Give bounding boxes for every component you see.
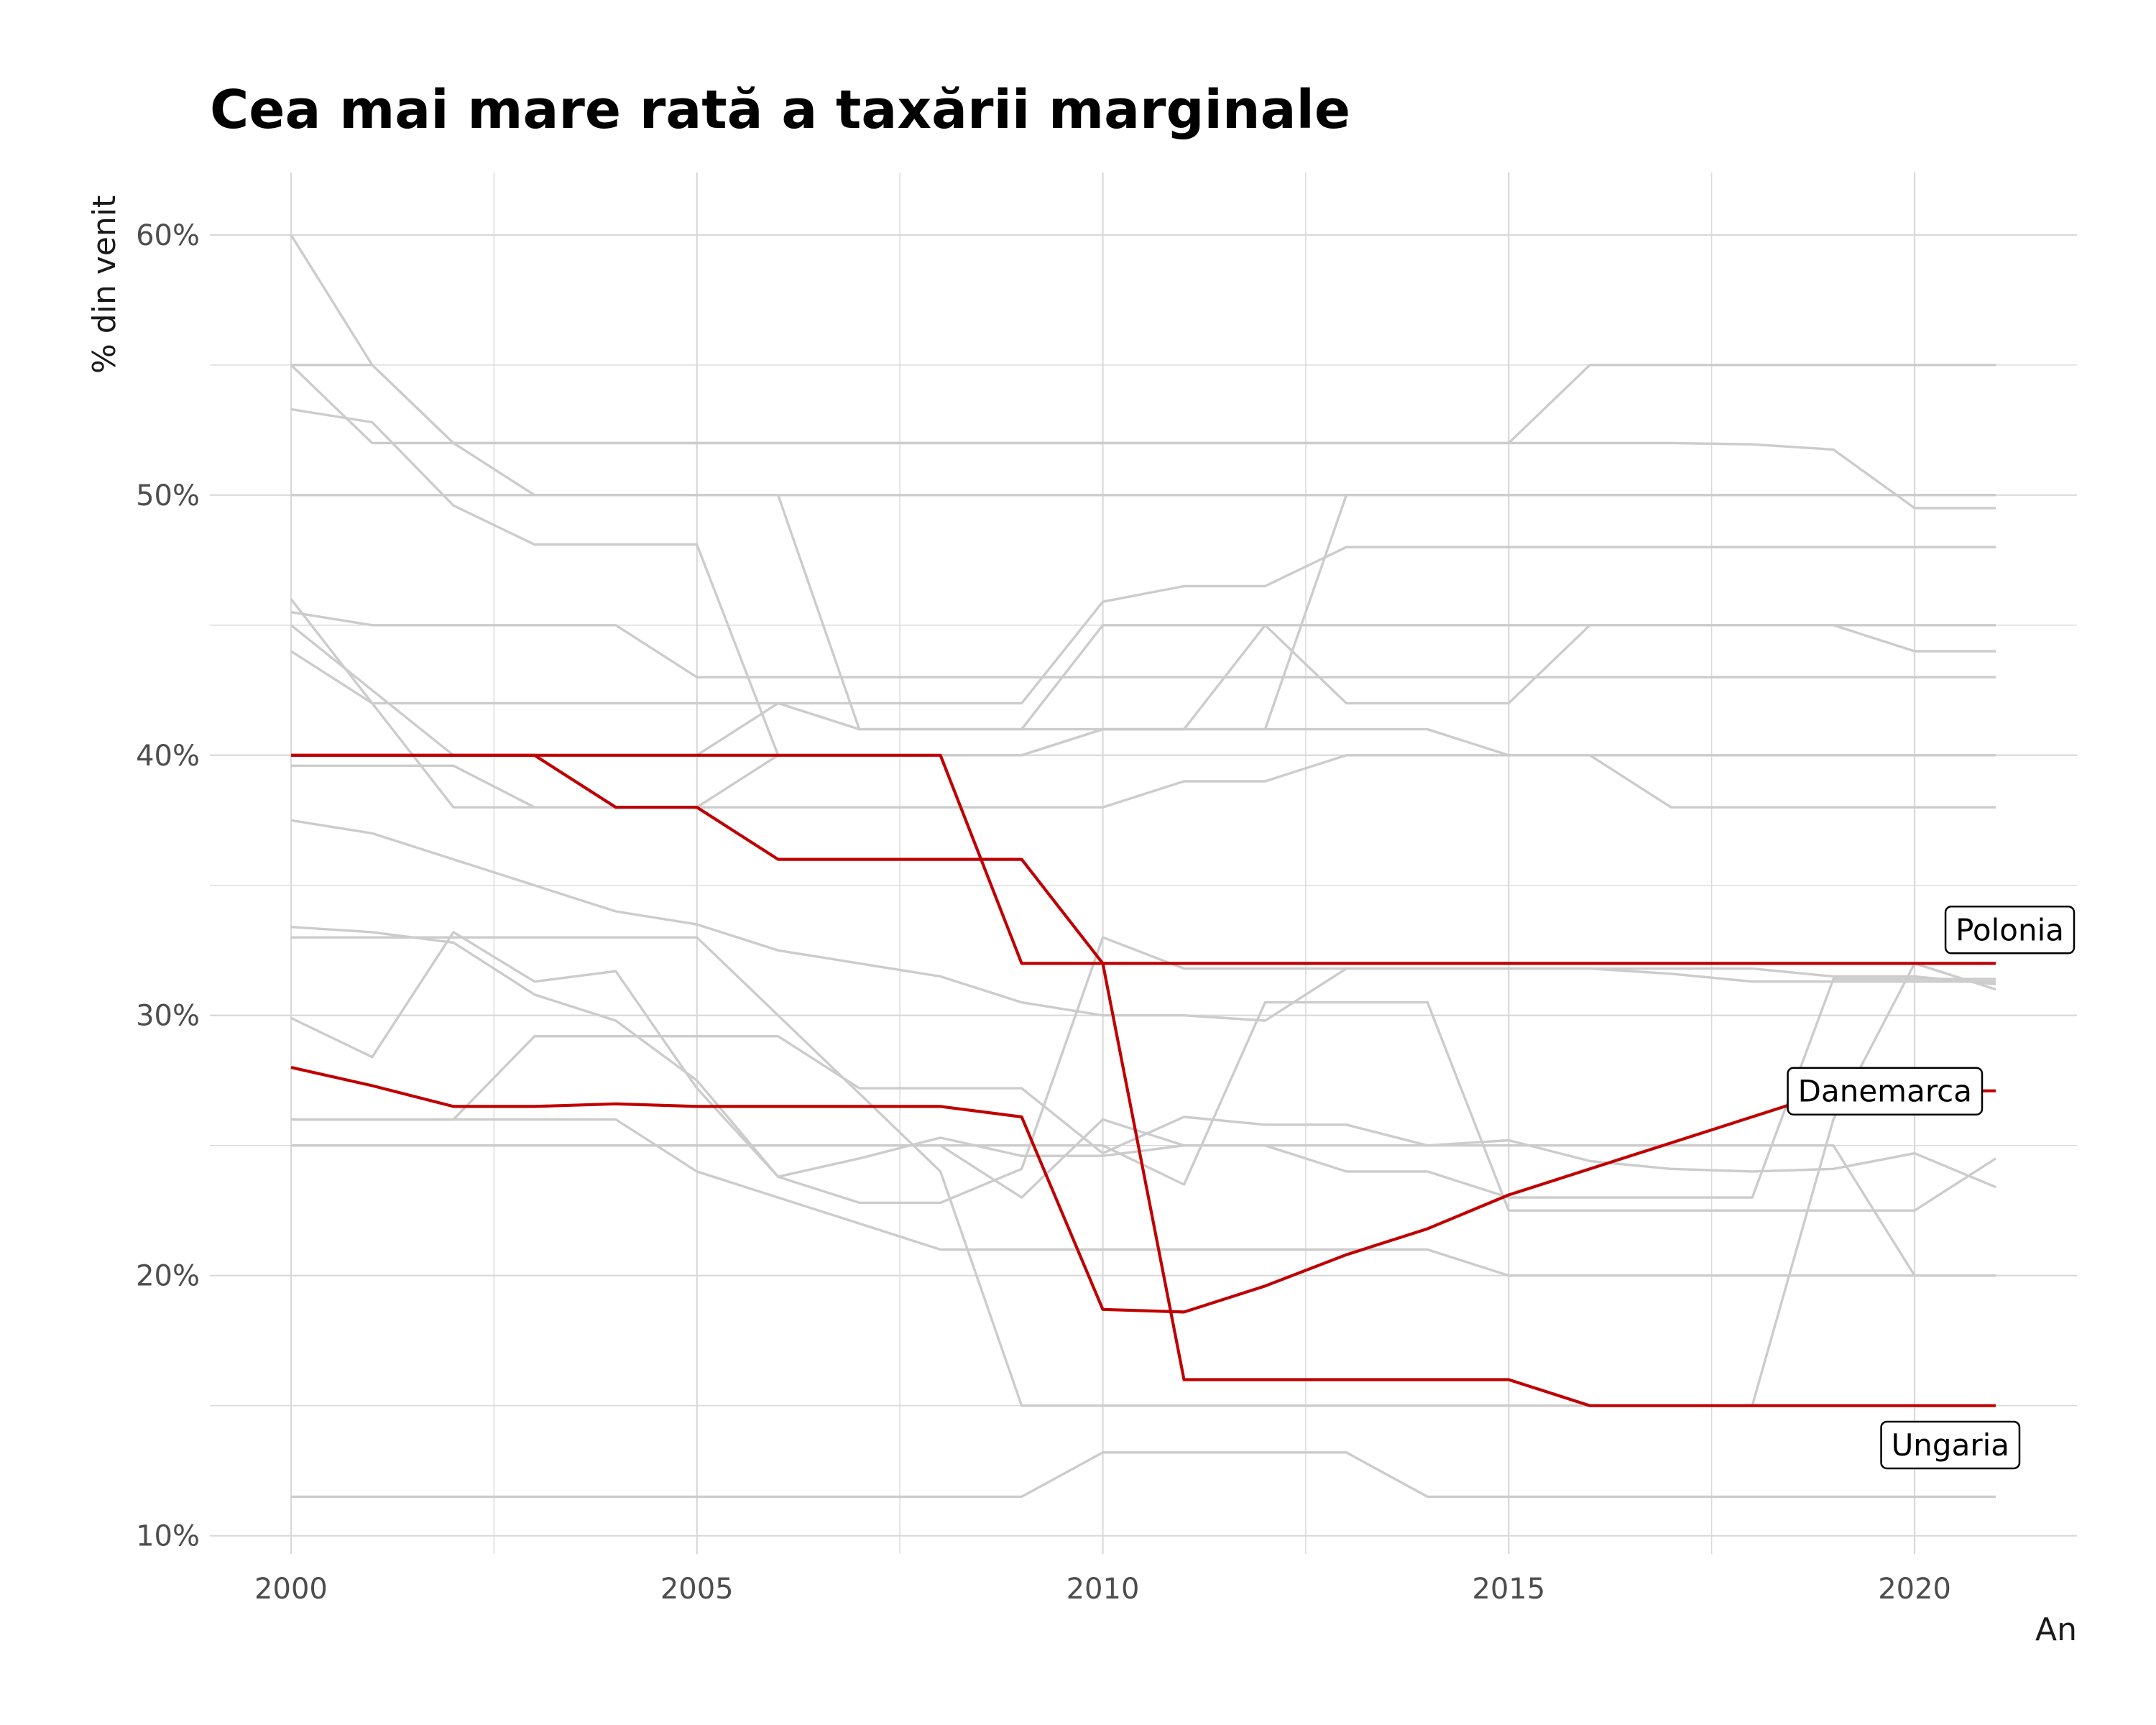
series-line-background-13 (290, 931, 1996, 1205)
x-tick-label: 2015 (1472, 1573, 1545, 1606)
series-line-background-2 (291, 364, 1996, 445)
x-tick-label: 2000 (254, 1573, 328, 1606)
series-label: Polonia (1955, 912, 2064, 947)
series-line-polonia (291, 753, 1996, 965)
grid (210, 172, 2077, 1554)
callout-box (1880, 1420, 2021, 1470)
callout-ungaria: Ungaria (1880, 1420, 2021, 1470)
series-line-background-1 (290, 364, 1996, 510)
y-tick-label: 60% (136, 219, 200, 252)
series-line-background-10 (290, 819, 1996, 1022)
series-line-background-5 (290, 611, 1996, 678)
callout-danemarca: Danemarca (1787, 1067, 1984, 1116)
x-tick-label: 2010 (1067, 1573, 1140, 1606)
y-tick-label: 50% (136, 479, 200, 512)
series-line-background-7 (290, 624, 1996, 757)
y-tick-label: 30% (136, 1000, 200, 1033)
highlighted-series-group (290, 753, 1996, 1407)
series-line-danemarca (290, 1066, 1996, 1314)
series-line-background-16 (291, 1035, 1996, 1189)
series-label: Danemarca (1798, 1074, 1972, 1109)
y-tick-label: 20% (136, 1260, 200, 1293)
chart-title: Cea mai mare rată a taxării marginale (210, 79, 1350, 141)
tick-labels: 2000 2005 2010 2015 2020 10% 20% 30% 40% 50% 60% (136, 219, 1951, 1606)
series-line-background-9 (291, 727, 1996, 809)
x-tick-label: 2005 (660, 1573, 734, 1606)
series-line-background-11 (290, 926, 1996, 1277)
series-line-background-6 (290, 546, 1996, 705)
x-tick-label: 2020 (1878, 1573, 1951, 1606)
callout-polonia: Polonia (1944, 906, 2076, 954)
series-label: Ungaria (1892, 1427, 2009, 1463)
series-line-background-18 (291, 1451, 1996, 1499)
series-line-background-14 (291, 1118, 1996, 1277)
callout-box (1787, 1067, 1984, 1116)
background-series-group (290, 234, 1996, 1499)
series-line-background-4 (291, 494, 1996, 731)
y-tick-label: 10% (136, 1520, 200, 1553)
x-axis-label: An (2035, 1611, 2077, 1648)
y-tick-label: 40% (136, 740, 200, 773)
series-line-ungaria (291, 753, 1996, 1407)
series-callouts: Polonia Ungaria Danemarca (1787, 906, 2076, 1470)
callout-box (1944, 906, 2076, 954)
y-axis-label: % din venit (86, 196, 123, 374)
